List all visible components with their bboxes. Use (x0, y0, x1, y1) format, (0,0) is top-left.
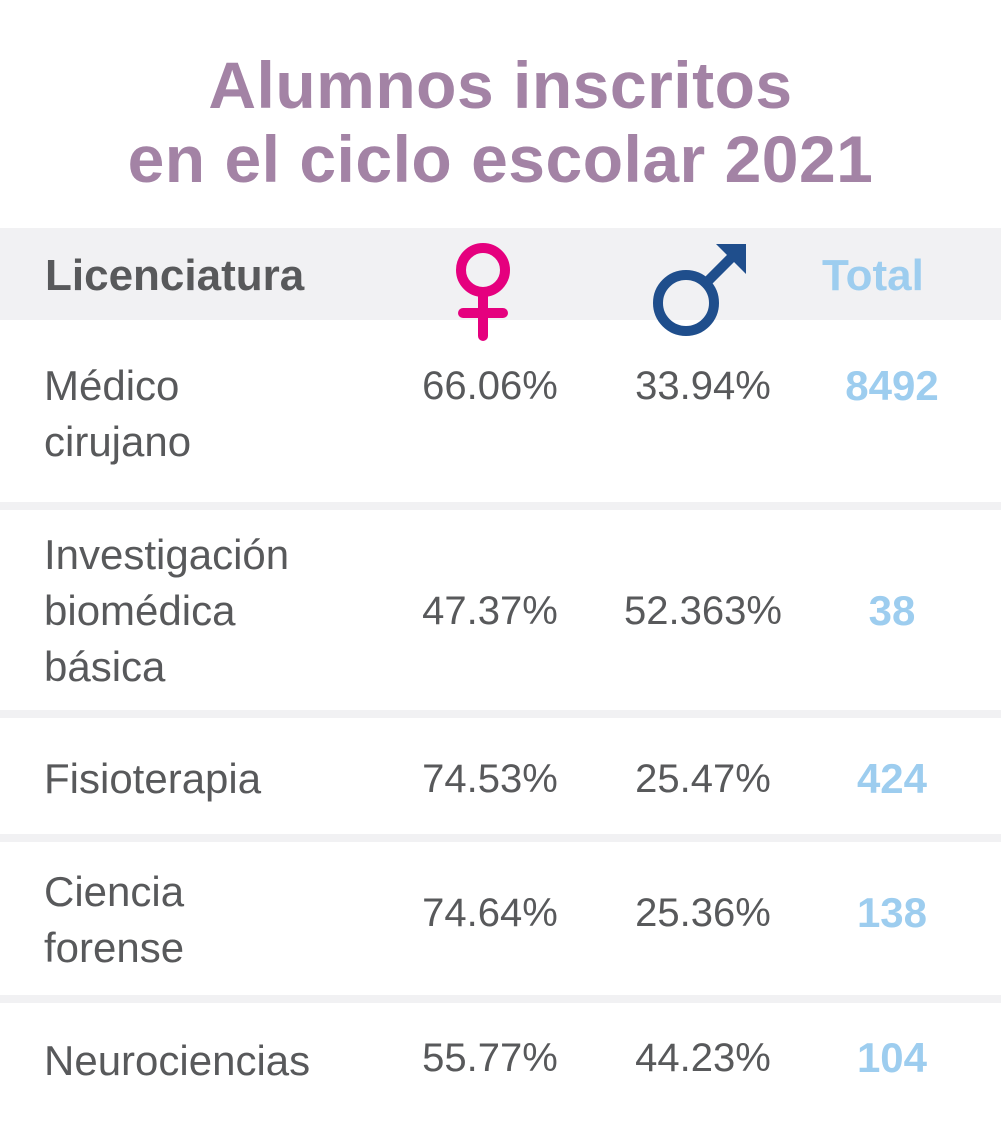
row-divider (0, 502, 1001, 510)
row-male-pct: 52.363% (624, 589, 782, 633)
female-symbol-icon (456, 243, 510, 341)
header-total: Total (822, 251, 924, 300)
row-label-fisioterapia: Fisioterapia (44, 755, 262, 802)
row-male-pct: 25.47% (635, 757, 771, 801)
row-female-pct: 47.37% (422, 589, 558, 633)
row-total: 104 (856, 1034, 928, 1081)
row-female-pct: 74.64% (422, 891, 558, 935)
row-divider (0, 710, 1001, 718)
row-total: 8492 (845, 362, 939, 409)
row-female-pct: 66.06% (422, 364, 558, 408)
page-title-line-2: en el ciclo escolar 2021 (127, 122, 874, 196)
row-divider (0, 995, 1001, 1003)
male-symbol-icon (653, 244, 746, 336)
row-total: 38 (868, 587, 916, 634)
row-female-pct: 74.53% (422, 757, 558, 801)
row-total: 138 (856, 889, 928, 936)
header-licenciatura: Licenciatura (45, 251, 305, 300)
row-label-medico-cirujano: Médico cirujano (44, 362, 192, 465)
row-label-ciencia-forense: Ciencia forense (44, 868, 185, 971)
row-label-investigacion: Investigación biomédica básica (44, 531, 290, 690)
row-male-pct: 44.23% (635, 1036, 771, 1080)
row-male-pct: 33.94% (635, 364, 771, 408)
page-title-line-1: Alumnos inscritos (208, 48, 793, 122)
row-divider (0, 834, 1001, 842)
row-male-pct: 25.36% (635, 891, 771, 935)
row-label-neurociencias: Neurociencias (44, 1037, 311, 1084)
row-total: 424 (856, 755, 928, 802)
row-female-pct: 55.77% (422, 1036, 558, 1080)
